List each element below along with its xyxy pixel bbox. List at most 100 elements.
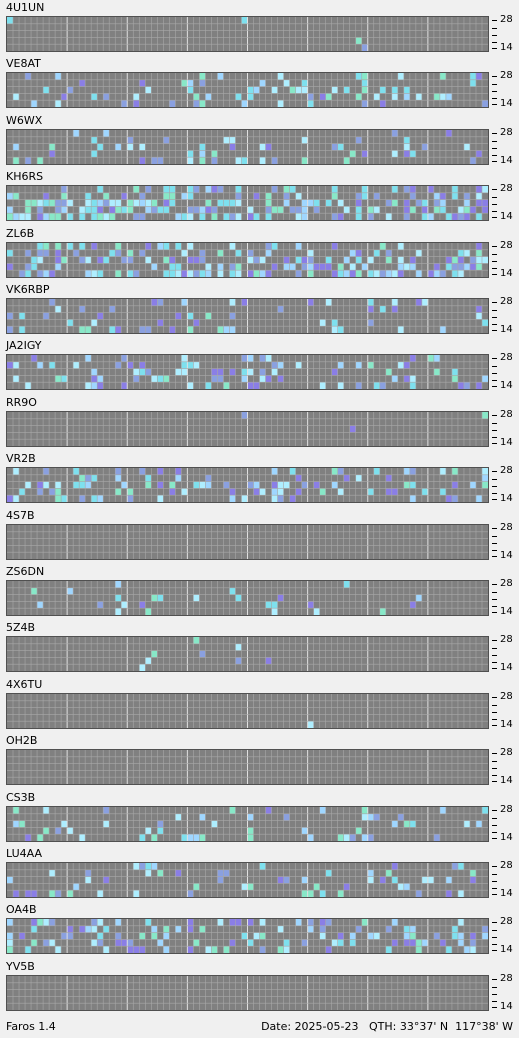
scale-tick <box>492 132 497 134</box>
scale-tick <box>492 718 497 720</box>
signal-cell <box>277 481 284 489</box>
signal-cell <box>241 355 248 363</box>
signal-cell <box>385 249 392 257</box>
signal-cell <box>127 206 134 214</box>
scale-tick <box>492 471 497 473</box>
signal-cell <box>403 150 410 157</box>
signal-cell <box>241 299 248 306</box>
signal-cell <box>97 206 104 214</box>
propagation-grid <box>6 72 489 109</box>
signal-cell <box>319 932 326 940</box>
signal-cell <box>445 946 452 954</box>
signal-cell <box>481 806 488 814</box>
scale-label-top: 28 <box>500 747 513 759</box>
scale-label-top: 28 <box>500 916 513 928</box>
signal-cell <box>55 206 62 214</box>
signal-cell <box>265 143 272 151</box>
signal-cell <box>205 312 212 320</box>
scale-label-top: 28 <box>500 352 513 364</box>
signal-cell <box>7 192 14 200</box>
scale-tick <box>492 35 497 36</box>
signal-cell <box>277 488 284 496</box>
signal-cell <box>139 833 146 841</box>
signal-cell <box>313 608 320 615</box>
signal-cell <box>445 256 452 263</box>
signal-cell <box>229 587 236 595</box>
signal-cell <box>217 326 224 333</box>
signal-cell <box>91 206 98 214</box>
signal-cell <box>61 206 68 214</box>
signal-cell <box>385 474 392 482</box>
signal-cell <box>181 249 188 257</box>
signal-cell <box>43 192 50 200</box>
signal-cell <box>223 946 230 954</box>
signal-cell <box>301 199 308 207</box>
signal-cell <box>211 150 218 157</box>
signal-cell <box>133 368 140 376</box>
signal-cell <box>367 932 374 940</box>
signal-cell <box>133 213 140 221</box>
signal-cell <box>325 93 332 101</box>
signal-cell <box>457 939 464 947</box>
signal-cell <box>187 382 194 390</box>
signal-cell <box>151 375 158 383</box>
signal-cell <box>151 932 158 940</box>
signal-cell <box>157 319 164 327</box>
signal-cell <box>271 362 278 369</box>
scale-label-top: 28 <box>500 972 513 984</box>
scale-tick <box>492 648 497 650</box>
signal-cell <box>241 156 248 164</box>
signal-cell <box>355 474 362 482</box>
signal-cell <box>475 213 482 221</box>
signal-cell <box>97 186 104 193</box>
signal-cell <box>265 206 272 214</box>
signal-cell <box>331 368 338 376</box>
signal-cell <box>49 890 56 897</box>
scale-tick <box>492 993 497 995</box>
signal-cell <box>331 939 338 947</box>
signal-cell <box>79 481 86 489</box>
signal-cell <box>475 312 482 320</box>
scale-tick <box>492 711 497 713</box>
signal-cell <box>367 299 374 306</box>
scale-tick <box>492 881 497 882</box>
signal-cell <box>403 468 410 475</box>
signal-cell <box>409 495 416 503</box>
signal-cell <box>31 587 38 595</box>
signal-cell <box>157 820 164 827</box>
signal-cell <box>127 946 134 954</box>
scale-tick <box>492 48 497 49</box>
signal-cell <box>349 939 356 947</box>
signal-cell <box>469 80 476 87</box>
signal-cell <box>85 876 92 884</box>
signal-cell <box>361 150 368 157</box>
signal-cell <box>187 206 194 214</box>
signal-cell <box>307 601 314 609</box>
signal-cell <box>193 833 200 841</box>
signal-cell <box>223 382 230 390</box>
scale-tick <box>492 253 497 255</box>
scale-tick <box>492 91 497 93</box>
signal-cell <box>403 932 410 940</box>
signal-cell <box>397 813 404 821</box>
signal-cell <box>217 199 224 207</box>
scale-tick <box>492 599 497 600</box>
signal-cell <box>67 242 74 250</box>
scale-label-bottom: 14 <box>500 211 513 223</box>
signal-cell <box>289 495 296 503</box>
signal-cell <box>463 262 470 270</box>
signal-cell <box>277 100 284 108</box>
signal-cell <box>469 156 476 164</box>
signal-cell <box>463 206 470 214</box>
signal-cell <box>133 375 140 383</box>
signal-cell <box>343 833 350 841</box>
signal-cell <box>91 199 98 207</box>
signal-cell <box>445 876 452 884</box>
signal-cell <box>355 199 362 207</box>
signal-cell <box>49 919 56 927</box>
signal-cell <box>187 150 194 157</box>
signal-cell <box>133 946 140 954</box>
signal-cell <box>403 136 410 144</box>
signal-cell <box>193 186 200 193</box>
signal-cell <box>355 73 362 81</box>
